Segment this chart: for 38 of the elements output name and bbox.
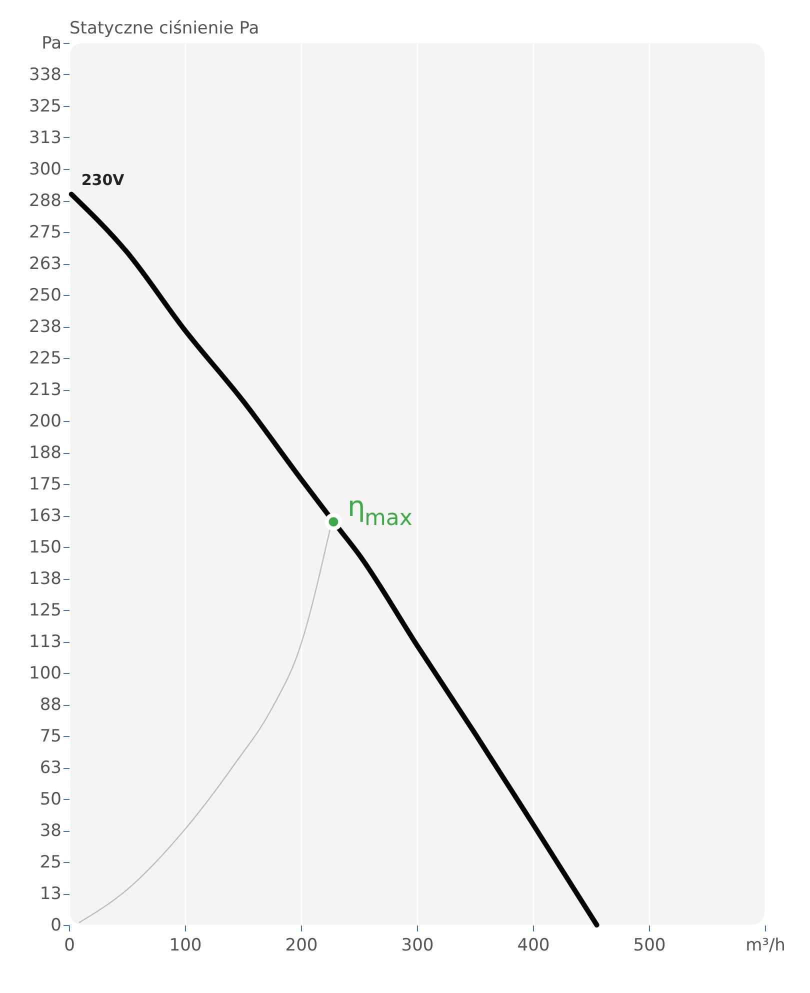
y-tick-label: 213 [29,380,62,400]
x-tick-label: m³/h [746,936,786,956]
y-tick-label: 200 [29,412,62,432]
y-tick-label: 338 [29,65,62,85]
y-tick-label: 250 [29,286,62,306]
y-tick-label: 313 [29,128,62,148]
y-axis-title: Statyczne ciśnienie Pa [70,18,260,38]
y-tick-label: 88 [40,695,62,715]
y-tick-label: 75 [40,726,62,746]
y-tick-label: 113 [29,632,62,652]
x-tick-label: 100 [169,936,202,956]
y-tick-label: 263 [29,254,62,274]
y-tick-label: 300 [29,160,62,180]
y-tick-label: 0 [50,916,62,936]
y-tick-label: 163 [29,506,62,526]
x-tick-label: 0 [64,936,75,956]
series-label: 230V [81,171,125,190]
y-tick-label: 100 [29,664,62,684]
y-tick-label: 138 [29,569,62,589]
y-tick-label: Pa [42,34,62,54]
y-tick-label: 275 [29,222,62,242]
y-tick-label: 50 [40,790,62,810]
y-tick-label: 13 [40,884,62,904]
y-tick-label: 238 [29,317,62,337]
y-tick-label: 288 [29,191,62,211]
y-tick-label: 63 [40,758,62,778]
x-tick-label: 200 [285,936,318,956]
y-tick-label: 188 [29,443,62,463]
x-tick-label: 500 [633,936,666,956]
y-tick-label: 150 [29,538,62,558]
x-tick-label: 300 [401,936,434,956]
y-tick-label: 125 [29,600,62,620]
y-tick-label: 38 [40,821,62,841]
y-tick-label: 25 [40,852,62,872]
y-tick-label: 175 [29,474,62,494]
x-tick-label: 400 [517,936,550,956]
y-tick-label: 225 [29,348,62,368]
y-tick-label: 325 [29,96,62,116]
